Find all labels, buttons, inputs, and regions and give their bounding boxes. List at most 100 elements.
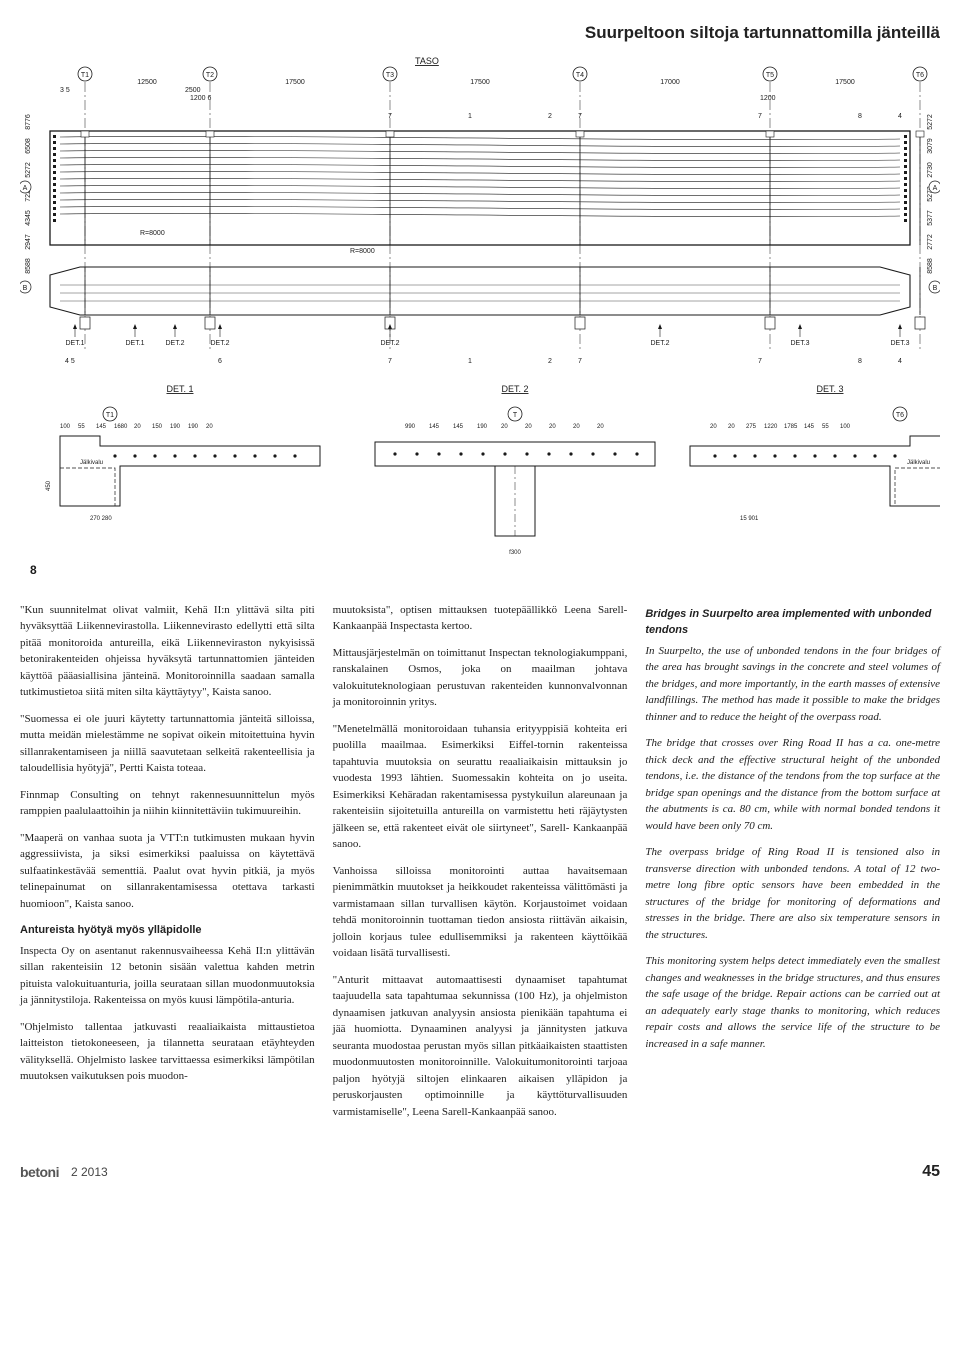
svg-text:7: 7 xyxy=(758,113,762,120)
svg-text:17500: 17500 xyxy=(835,79,855,86)
svg-text:145: 145 xyxy=(429,424,440,430)
svg-text:DET.1: DET.1 xyxy=(125,340,144,347)
body-text: "Menetelmällä monitoroidaan tuhansia eri… xyxy=(333,721,628,853)
svg-text:4: 4 xyxy=(898,113,902,120)
svg-text:1200 6: 1200 6 xyxy=(190,95,212,102)
svg-text:7: 7 xyxy=(388,358,392,365)
svg-text:T6: T6 xyxy=(916,72,924,79)
svg-text:B: B xyxy=(933,285,938,292)
svg-text:DET.3: DET.3 xyxy=(890,340,909,347)
svg-text:55: 55 xyxy=(822,424,829,430)
page-footer: betoni 2 2013 45 xyxy=(20,1160,940,1184)
svg-text:5272: 5272 xyxy=(927,114,934,130)
body-text: Inspecta Oy on asentanut rakennusvaihees… xyxy=(20,943,315,1009)
bridge-diagram-svg: TASOT1T2T3T4T5T6125001750017500170001750… xyxy=(20,52,940,582)
svg-text:8588: 8588 xyxy=(25,258,32,274)
svg-text:7: 7 xyxy=(388,113,392,120)
bridge-diagram: TASOT1T2T3T4T5T6125001750017500170001750… xyxy=(20,52,940,582)
svg-text:3079: 3079 xyxy=(927,138,934,154)
svg-text:12500: 12500 xyxy=(137,79,157,86)
svg-text:2730: 2730 xyxy=(927,162,934,178)
svg-text:100: 100 xyxy=(60,424,71,430)
svg-text:145: 145 xyxy=(804,424,815,430)
svg-text:5272: 5272 xyxy=(25,162,32,178)
svg-text:8776: 8776 xyxy=(25,114,32,130)
magazine-logo: betoni xyxy=(20,1162,59,1183)
svg-text:190: 190 xyxy=(188,424,199,430)
svg-text:190: 190 xyxy=(477,424,488,430)
svg-text:6: 6 xyxy=(218,358,222,365)
svg-text:7: 7 xyxy=(578,358,582,365)
column-3: Bridges in Suurpelto area implemented wi… xyxy=(645,602,940,1131)
svg-text:DET.2: DET.2 xyxy=(380,340,399,347)
footer-left: betoni 2 2013 xyxy=(20,1162,108,1183)
svg-text:T: T xyxy=(513,412,518,419)
svg-text:DET.3: DET.3 xyxy=(790,340,809,347)
body-text: The bridge that crosses over Ring Road I… xyxy=(645,735,940,834)
svg-text:3 5: 3 5 xyxy=(60,87,70,94)
svg-text:Jälkivalu: Jälkivalu xyxy=(907,460,930,466)
svg-text:20: 20 xyxy=(206,424,213,430)
svg-text:DET.2: DET.2 xyxy=(165,340,184,347)
svg-text:2: 2 xyxy=(548,113,552,120)
svg-text:4: 4 xyxy=(898,358,902,365)
svg-text:Jälkivalu: Jälkivalu xyxy=(80,460,103,466)
svg-text:T1: T1 xyxy=(106,412,114,419)
svg-text:2: 2 xyxy=(548,358,552,365)
svg-text:145: 145 xyxy=(453,424,464,430)
svg-text:270 280: 270 280 xyxy=(90,516,112,522)
issue-code: 2 2013 xyxy=(71,1163,108,1181)
svg-text:DET. 3: DET. 3 xyxy=(816,384,843,394)
svg-text:1220: 1220 xyxy=(764,424,778,430)
subheading: Bridges in Suurpelto area implemented wi… xyxy=(645,606,940,639)
svg-text:5377: 5377 xyxy=(927,210,934,226)
svg-text:DET. 1: DET. 1 xyxy=(166,384,193,394)
svg-text:55: 55 xyxy=(78,424,85,430)
svg-text:20: 20 xyxy=(501,424,508,430)
svg-text:T6: T6 xyxy=(896,412,904,419)
body-text: This monitoring system helps detect imme… xyxy=(645,953,940,1052)
svg-text:190: 190 xyxy=(170,424,181,430)
svg-text:150: 150 xyxy=(152,424,163,430)
svg-text:T3: T3 xyxy=(386,72,394,79)
svg-text:20: 20 xyxy=(728,424,735,430)
svg-text:2772: 2772 xyxy=(927,234,934,250)
svg-text:7: 7 xyxy=(578,113,582,120)
svg-text:8: 8 xyxy=(30,563,37,577)
svg-text:7: 7 xyxy=(758,358,762,365)
svg-text:1: 1 xyxy=(468,113,472,120)
svg-text:A: A xyxy=(933,185,938,192)
page-title: Suurpeltoon siltoja tartunnattomilla jän… xyxy=(585,23,940,42)
article-columns: "Kun suunnitelmat olivat valmiit, Kehä I… xyxy=(20,602,940,1131)
body-text: "Anturit mittaavat automaattisesti dynaa… xyxy=(333,972,628,1121)
svg-text:17500: 17500 xyxy=(285,79,305,86)
body-text: muutoksista", optisen mittauksen tuotepä… xyxy=(333,602,628,635)
svg-text:6508: 6508 xyxy=(25,138,32,154)
svg-text:T1: T1 xyxy=(81,72,89,79)
svg-text:20: 20 xyxy=(573,424,580,430)
svg-text:100: 100 xyxy=(840,424,851,430)
svg-text:T5: T5 xyxy=(766,72,774,79)
svg-text:TASO: TASO xyxy=(415,56,439,66)
svg-text:B: B xyxy=(23,285,28,292)
svg-text:20: 20 xyxy=(710,424,717,430)
svg-text:4 5: 4 5 xyxy=(65,358,75,365)
body-text: "Maaperä on vanhaa suota ja VTT:n tutkim… xyxy=(20,830,315,913)
body-text: "Kun suunnitelmat olivat valmiit, Kehä I… xyxy=(20,602,315,701)
svg-text:R=8000: R=8000 xyxy=(140,230,165,237)
svg-text:2947: 2947 xyxy=(25,234,32,250)
svg-text:2500: 2500 xyxy=(185,87,201,94)
svg-text:4345: 4345 xyxy=(25,210,32,226)
svg-text:1: 1 xyxy=(468,358,472,365)
svg-text:145: 145 xyxy=(96,424,107,430)
svg-text:R=8000: R=8000 xyxy=(350,248,375,255)
svg-text:T4: T4 xyxy=(576,72,584,79)
svg-text:1680: 1680 xyxy=(114,424,128,430)
svg-text:275: 275 xyxy=(746,424,757,430)
svg-text:17000: 17000 xyxy=(660,79,680,86)
svg-text:8: 8 xyxy=(858,113,862,120)
page-number: 45 xyxy=(922,1160,940,1184)
svg-text:T2: T2 xyxy=(206,72,214,79)
svg-text:450: 450 xyxy=(46,480,52,491)
body-text: Finnmap Consulting on tehnyt rakennesuun… xyxy=(20,787,315,820)
